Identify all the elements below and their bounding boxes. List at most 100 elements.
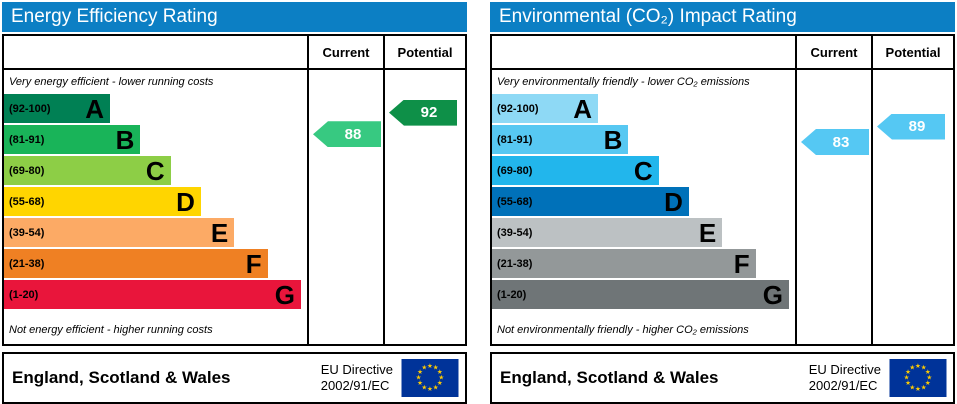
svg-text:★: ★ [921, 364, 927, 372]
eu-directive-label: EU Directive 2002/91/EC [321, 362, 401, 395]
band-letter: B [603, 124, 623, 155]
band-row-e: (39-54) E [492, 218, 795, 247]
bands-column: Very energy efficient - lower running co… [4, 36, 307, 344]
band-letter: E [698, 217, 717, 248]
svg-text:★: ★ [909, 364, 915, 372]
svg-text:★: ★ [427, 362, 433, 370]
band-bar-c: (69-80) C [492, 156, 659, 185]
band-row-f: (21-38) F [492, 249, 795, 278]
eu-flag-icon: ★ ★★★★★★★★★★★ [889, 359, 947, 397]
band-range: (81-91) [9, 133, 45, 146]
footer: England, Scotland & Wales EU Directive 2… [2, 352, 467, 404]
band-bar-g: (1-20) G [492, 280, 789, 309]
band-row-d: (55-68) D [4, 187, 307, 216]
svg-text:★: ★ [416, 374, 422, 382]
potential-column: Potential 92 [383, 36, 465, 344]
current-rating-arrow: 88 [313, 121, 381, 148]
band-letter: A [573, 93, 593, 124]
svg-text:★: ★ [437, 368, 443, 376]
band-bar-f: (21-38) F [4, 249, 268, 278]
header-spacer [492, 36, 795, 70]
potential-header: Potential [873, 36, 953, 70]
environmental-rating-chart: Very environmentally friendly - lower CO… [490, 34, 955, 346]
band-range: (39-54) [497, 226, 533, 239]
svg-text:★: ★ [905, 368, 911, 376]
current-header: Current [309, 36, 383, 70]
header-spacer [4, 36, 307, 70]
band-row-a: (92-100) A [492, 94, 795, 123]
eu-directive-line2: 2002/91/EC [320, 378, 390, 393]
band-bar-e: (39-54) E [4, 217, 235, 248]
band-range: (69-80) [497, 164, 533, 177]
band-range: (55-68) [9, 195, 45, 208]
svg-text:★: ★ [915, 362, 921, 370]
environmental-title-bar: Environmental (CO₂) Impact Rating [490, 2, 955, 32]
band-range: (81-91) [497, 133, 533, 146]
environmental-impact-panel: Environmental (CO₂) Impact Rating Very e… [490, 2, 955, 404]
current-rating-arrow: 83 [801, 129, 869, 156]
potential-rating-arrow: 92 [389, 99, 457, 126]
band-bar-e: (39-54) E [492, 217, 723, 248]
svg-text:★: ★ [921, 383, 927, 391]
energy-rating-chart: Very energy efficient - lower running co… [2, 34, 467, 346]
current-arrow-area: 83 [797, 70, 871, 344]
band-range: (39-54) [9, 226, 45, 239]
potential-column: Potential 89 [871, 36, 953, 344]
band-bar-b: (81-91) B [492, 124, 629, 155]
band-bar-g: (1-20) G [4, 280, 301, 309]
svg-text:★: ★ [427, 385, 433, 393]
panel-title: Environmental (CO₂) Impact Rating [499, 6, 797, 27]
top-note: Very energy efficient - lower running co… [9, 76, 214, 88]
svg-text:★: ★ [433, 364, 439, 372]
band-letter: D [176, 186, 195, 217]
region-label: England, Scotland & Wales [12, 368, 231, 387]
current-column: Current 88 [307, 36, 383, 344]
band-bar-b: (81-91) B [4, 124, 141, 155]
band-letter: G [274, 279, 295, 310]
potential-header: Potential [385, 36, 465, 70]
panel-title: Energy Efficiency Rating [11, 6, 218, 27]
band-row-c: (69-80) C [492, 156, 795, 185]
eu-directive-label: EU Directive 2002/91/EC [809, 362, 889, 395]
region-label: England, Scotland & Wales [500, 368, 719, 387]
svg-text:★: ★ [915, 385, 921, 393]
potential-arrow-area: 89 [873, 70, 953, 344]
svg-text:★: ★ [421, 383, 427, 391]
bands-column: Very environmentally friendly - lower CO… [492, 36, 795, 344]
energy-title-bar: Energy Efficiency Rating [2, 2, 467, 32]
band-range: (1-20) [497, 288, 527, 301]
bands-list: (92-100) A (81-91) B (69-80) C (55-68) D (39-54)… [492, 94, 795, 311]
eu-directive-line1: EU Directive [320, 361, 393, 377]
band-row-b: (81-91) B [4, 125, 307, 154]
band-bar-f: (21-38) F [492, 249, 756, 278]
eu-directive-line1: EU Directive [808, 361, 881, 377]
band-bar-a: (92-100) A [4, 93, 111, 124]
band-range: (21-38) [9, 257, 45, 270]
top-note: Very environmentally friendly - lower CO… [497, 76, 750, 88]
bottom-note: Not energy efficient - higher running co… [9, 324, 213, 336]
svg-text:★: ★ [925, 379, 931, 387]
band-bar-d: (55-68) D [4, 187, 201, 216]
band-row-f: (21-38) F [4, 249, 307, 278]
current-header: Current [797, 36, 871, 70]
band-row-c: (69-80) C [4, 156, 307, 185]
band-letter: D [664, 186, 683, 217]
potential-rating-arrow: 89 [877, 113, 945, 140]
eu-directive-line2: 2002/91/EC [808, 378, 878, 393]
current-column: Current 83 [795, 36, 871, 344]
band-letter: F [733, 248, 750, 279]
band-letter: A [85, 93, 105, 124]
footer: England, Scotland & Wales EU Directive 2… [490, 352, 955, 404]
band-letter: B [115, 124, 135, 155]
svg-text:★: ★ [909, 383, 915, 391]
svg-text:★: ★ [433, 383, 439, 391]
band-bar-d: (55-68) D [492, 187, 689, 216]
svg-text:★: ★ [904, 374, 910, 382]
band-range: (21-38) [497, 257, 533, 270]
band-letter: E [210, 217, 229, 248]
band-bar-c: (69-80) C [4, 156, 171, 185]
bands-list: (92-100) A (81-91) B (69-80) C (55-68) D (39-54)… [4, 94, 307, 311]
current-arrow-area: 88 [309, 70, 383, 344]
band-letter: G [762, 279, 783, 310]
